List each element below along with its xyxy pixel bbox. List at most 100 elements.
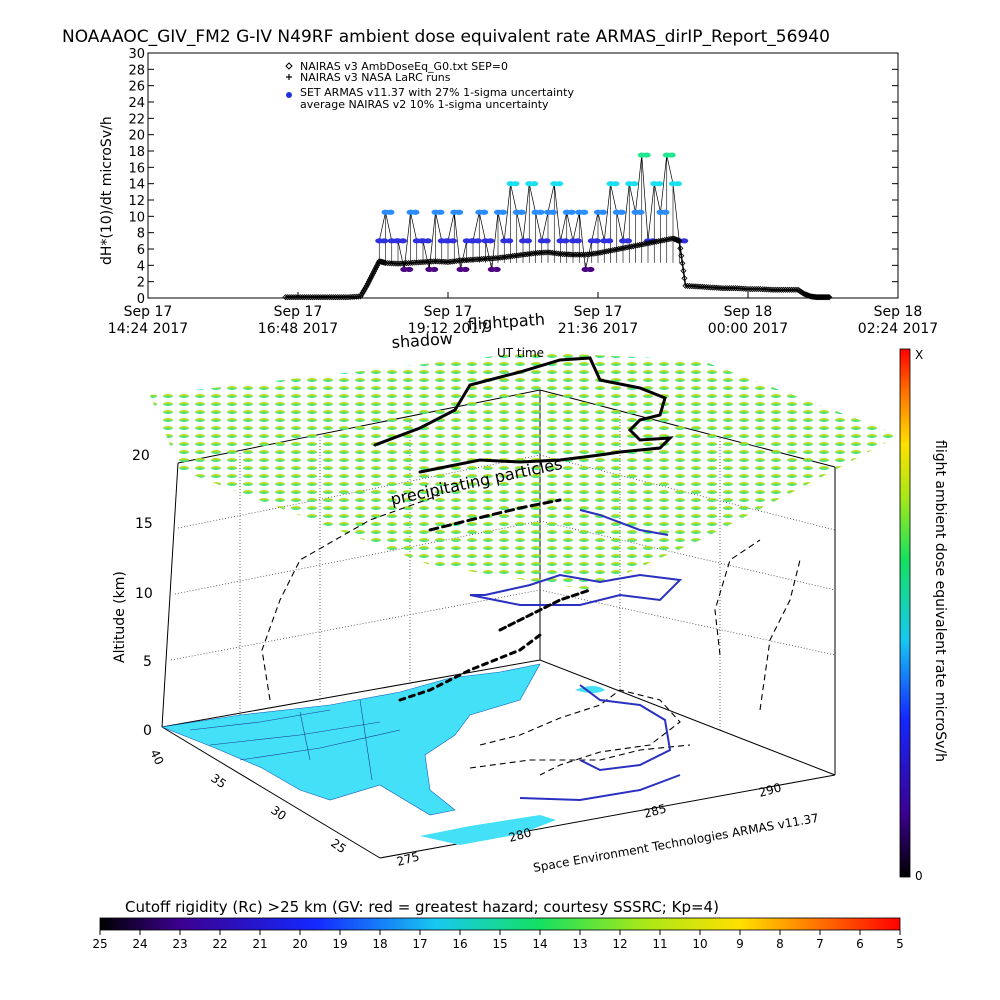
nairas-diamond xyxy=(680,267,687,274)
nairas-diamond xyxy=(776,286,783,293)
z-tick: 0 xyxy=(143,723,152,739)
rigidity-tick-label: 23 xyxy=(172,937,187,951)
nairas-diamond xyxy=(694,283,702,290)
lon-tick: 290 xyxy=(757,780,783,799)
nairas-diamond xyxy=(734,285,741,292)
nairas-diamond xyxy=(301,294,308,301)
z-tick: 10 xyxy=(135,586,153,602)
nairas-diamond xyxy=(677,245,684,252)
armas-connector xyxy=(460,240,468,270)
nairas-diamond xyxy=(326,294,333,301)
armas-connector xyxy=(578,212,586,270)
armas-point xyxy=(436,209,445,215)
armas-connector xyxy=(591,212,599,241)
armas-point xyxy=(492,266,501,273)
nairas-diamond xyxy=(434,258,441,265)
armas-point xyxy=(474,238,482,244)
y-tick-label: 20 xyxy=(128,129,145,144)
nairas-diamond xyxy=(294,294,302,301)
nairas-diamond xyxy=(753,285,760,293)
nairas-diamond xyxy=(740,285,747,292)
armas-point xyxy=(655,181,664,187)
nairas-diamond xyxy=(692,283,699,290)
nairas-diamond xyxy=(709,284,716,291)
nairas-diamond xyxy=(366,276,373,283)
nairas-diamond xyxy=(751,285,758,293)
nairas-diamond xyxy=(761,286,768,293)
armas-connector xyxy=(616,212,624,241)
nairas-diamond xyxy=(317,294,324,301)
nairas-diamond xyxy=(438,258,445,265)
nairas-diamond xyxy=(557,250,564,257)
nairas-diamond xyxy=(436,258,443,265)
armas-connector xyxy=(528,183,536,213)
armas-point xyxy=(517,209,526,215)
nairas-diamond xyxy=(757,285,764,293)
nairas-diamond xyxy=(690,283,697,290)
legend: NAIRAS v3 AmbDoseEq_G0.txt SEP=0 NAIRAS … xyxy=(285,60,574,111)
armas-point xyxy=(574,238,582,244)
nairas-diamond xyxy=(726,285,733,292)
nairas-diamond xyxy=(379,259,386,266)
nairas-diamond xyxy=(392,260,399,267)
armas-point xyxy=(624,238,632,244)
x-tick-day: Sep 17 xyxy=(274,304,323,320)
armas-point xyxy=(399,238,407,244)
armas-point xyxy=(555,181,564,187)
credit-text: Space Environment Technologies ARMAS v11… xyxy=(532,811,820,875)
nairas-diamond xyxy=(334,294,341,301)
nairas-diamond xyxy=(786,286,793,293)
colorbar-gradient xyxy=(899,348,911,878)
nairas-diamond xyxy=(569,251,577,258)
armas-connector xyxy=(385,212,393,241)
nairas-diamond xyxy=(376,258,383,265)
nairas-diamond xyxy=(675,237,682,244)
nairas-diamond xyxy=(309,294,316,301)
nairas-diamond xyxy=(303,294,310,301)
armas-connector xyxy=(485,240,493,270)
nairas-diamond xyxy=(551,250,558,257)
y-tick-label: 6 xyxy=(137,243,145,258)
nairas-diamond xyxy=(382,259,389,266)
nairas-diamond xyxy=(549,249,556,256)
nairas-diamond xyxy=(699,283,706,290)
colorbar-top-label: X xyxy=(915,348,923,362)
rigidity-tick-label: 20 xyxy=(292,937,307,951)
armas-point xyxy=(567,209,576,215)
nairas-diamond xyxy=(782,286,789,293)
nairas-diamond xyxy=(373,264,380,271)
armas-point xyxy=(499,209,507,215)
legend-item-dot: SET ARMAS v11.37 with 27% 1-sigma uncert… xyxy=(286,86,574,99)
z-tick: 5 xyxy=(143,654,152,670)
nairas-diamond xyxy=(555,250,562,257)
armas-point xyxy=(405,266,414,273)
nairas-diamond xyxy=(759,286,766,293)
armas-point xyxy=(661,209,670,215)
nairas-diamond xyxy=(713,284,720,291)
armas-point xyxy=(449,238,457,244)
armas-point xyxy=(530,181,539,187)
nairas-diamond xyxy=(742,285,749,292)
nairas-diamond xyxy=(332,294,339,301)
lon-tick: 280 xyxy=(507,825,533,844)
armas-point xyxy=(536,209,545,215)
nairas-diamond xyxy=(358,291,365,298)
nairas-diamond xyxy=(711,284,718,291)
armas-connector xyxy=(566,212,574,241)
x-tick-time: 21:36 2017 xyxy=(558,321,638,337)
armas-connector xyxy=(403,212,411,270)
nairas-diamond xyxy=(361,286,368,293)
nairas-diamond xyxy=(365,278,372,285)
nairas-diamond xyxy=(542,249,549,256)
armas-connector xyxy=(641,155,649,241)
series-nairas xyxy=(282,235,833,301)
nairas-diamond xyxy=(292,294,299,301)
nairas-diamond xyxy=(705,284,712,291)
x-tick-time: 00:00 2017 xyxy=(708,321,788,337)
nairas-diamond xyxy=(363,282,370,289)
dose-colorbar: X 0 flight ambient dose equivalent rate … xyxy=(899,348,948,883)
nairas-diamond xyxy=(765,286,772,293)
rigidity-tick-label: 17 xyxy=(412,937,427,951)
rigidity-colorbar: Cutoff rigidity (Rc) >25 km (GV: red = g… xyxy=(92,898,903,951)
